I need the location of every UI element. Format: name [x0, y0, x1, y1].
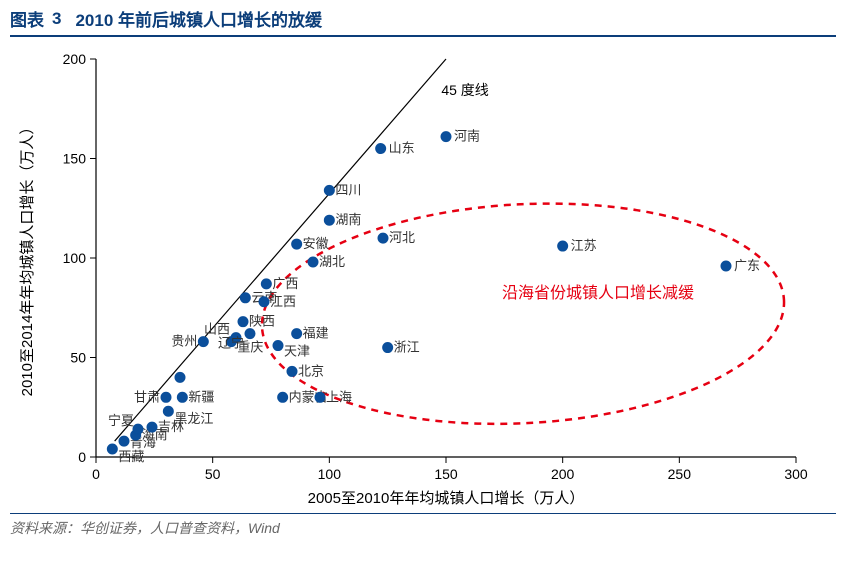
y-tick-label: 100	[63, 250, 87, 266]
data-point	[376, 144, 386, 154]
data-point-label: 浙江	[394, 340, 420, 355]
data-point-label: 辽宁	[218, 336, 244, 351]
data-point	[308, 257, 318, 267]
data-point	[163, 406, 173, 416]
data-point	[133, 424, 143, 434]
y-tick-label: 200	[63, 51, 87, 67]
x-tick-label: 150	[434, 466, 458, 482]
data-point	[259, 297, 269, 307]
data-point-label: 四川	[335, 182, 361, 197]
data-point-label: 湖北	[319, 254, 345, 269]
data-point-label: 宁夏	[108, 413, 134, 428]
data-point-label: 江苏	[571, 238, 597, 253]
data-point-label: 天津	[284, 344, 310, 359]
data-point-label: 河北	[389, 230, 415, 245]
data-point	[261, 279, 271, 289]
data-point	[324, 215, 334, 225]
divider-top	[10, 35, 836, 37]
y-tick-label: 0	[78, 449, 86, 465]
scatter-chart: 0 50 100 150 200 250 300 0 50 100 150 200 2005至2010年…	[10, 41, 836, 511]
x-tick-label: 0	[92, 466, 100, 482]
y-axis-title: 2010至2014年年均城镇人口增长（万人）	[19, 120, 36, 397]
x-tick-label: 50	[205, 466, 221, 482]
data-point	[240, 293, 250, 303]
data-point-label: 湖南	[335, 212, 361, 227]
data-point-label: 北京	[298, 363, 324, 378]
data-point-label: 福建	[303, 326, 329, 341]
data-point-label: 山西	[204, 322, 230, 337]
data-point	[147, 422, 157, 432]
x-axis-title: 2005至2010年年均城镇人口增长（万人）	[308, 490, 585, 507]
x-tick-label: 300	[784, 466, 808, 482]
diagonal-label: 45 度线	[441, 82, 488, 98]
data-point-label: 广西	[272, 276, 298, 291]
data-point-label: 新疆	[188, 389, 214, 404]
data-point	[119, 436, 129, 446]
data-point-label: 广东	[734, 258, 760, 273]
data-point	[107, 444, 117, 454]
x-tick-label: 100	[318, 466, 342, 482]
x-tick-label: 200	[551, 466, 575, 482]
data-point	[292, 239, 302, 249]
data-point-label: 陕西	[249, 314, 275, 329]
y-tick-label: 150	[63, 151, 87, 167]
data-point	[175, 372, 185, 382]
data-point	[198, 337, 208, 347]
data-point-label: 上海	[326, 389, 352, 404]
data-point	[238, 317, 248, 327]
data-point	[721, 261, 731, 271]
chart-header: 图表 3 2010 年前后城镇人口增长的放缓	[0, 0, 846, 35]
data-point	[292, 329, 302, 339]
data-point-label: 贵州	[171, 334, 197, 349]
ellipse-label: 沿海省份城镇人口增长减缓	[502, 284, 694, 302]
data-point	[177, 392, 187, 402]
y-tick-label: 50	[70, 350, 86, 366]
data-point-label: 黑龙江	[174, 411, 213, 426]
data-point	[315, 392, 325, 402]
data-point-label: 河南	[454, 129, 480, 144]
header-prefix: 图表	[10, 6, 44, 31]
data-point	[245, 329, 255, 339]
data-point	[441, 132, 451, 142]
data-point-label: 甘肃	[134, 389, 160, 404]
data-point	[278, 392, 288, 402]
data-point	[558, 241, 568, 251]
source-label: 资料来源：华创证券，人口普查资料，Wind	[10, 520, 280, 536]
source-row: 资料来源：华创证券，人口普查资料，Wind	[0, 514, 846, 538]
data-point	[383, 343, 393, 353]
data-point	[378, 233, 388, 243]
data-point	[324, 185, 334, 195]
data-point-label: 山东	[389, 141, 415, 156]
data-point	[161, 392, 171, 402]
header-number: 3	[52, 9, 61, 29]
chart-svg: 0 50 100 150 200 250 300 0 50 100 150 200 2005至2010年…	[10, 41, 836, 511]
data-point-label: 江西	[270, 294, 296, 309]
diagonal-line	[115, 59, 446, 441]
header-title: 2010 年前后城镇人口增长的放缓	[75, 6, 322, 31]
x-tick-label: 250	[668, 466, 692, 482]
data-point	[273, 341, 283, 351]
data-point	[287, 366, 297, 376]
data-point-label: 西藏	[118, 449, 144, 464]
data-point-label: 安徽	[303, 236, 329, 251]
